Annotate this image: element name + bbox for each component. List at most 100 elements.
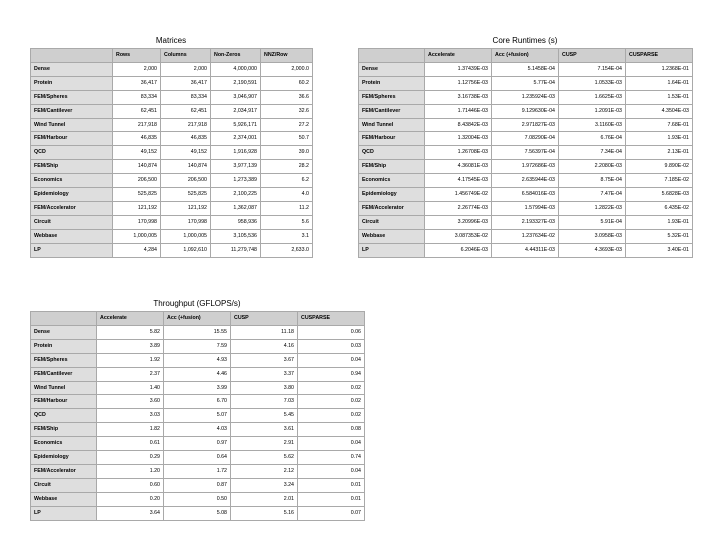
table-cell: 9.890E-02 [625,159,693,175]
table-cell: 6.70 [163,394,231,410]
table-cell: 3,046,907 [210,89,261,105]
table-cell: 2,000 [160,61,211,77]
table-cell: 170,998 [160,214,211,230]
table-cell: 4.0 [260,187,313,202]
table-cell: 62,451 [112,103,161,119]
table-cell: 1.20 [96,463,164,479]
column-header: CUSP [558,48,626,63]
table-row: Circuit 0.60 0.87 3.24 0.01 [30,477,365,493]
row-label: Webbase [30,491,97,507]
table-cell: 32.6 [260,103,313,119]
row-label: QCD [30,408,97,424]
table-cell: 0.64 [163,450,231,465]
table-row: LP 6.2046E-03 4.44311E-03 4.3693E-03 3.40E-0… [358,242,693,258]
table-cell: 0.29 [96,450,164,465]
table-row: Circuit 3.20996E-03 2.193327E-03 5.91E-04 1.… [358,214,693,230]
table-cell: 8.43842E-03 [424,117,492,133]
table-cell: 1.40 [96,380,164,396]
row-label: Protein [30,75,113,91]
table-cell: 206,500 [160,173,211,189]
table-cell: 11.18 [230,324,298,340]
table-cell: 2.193327E-03 [491,214,559,230]
row-label: FEM/Harbour [358,131,425,147]
table-cell: 5.1458E-04 [491,61,559,77]
table-cell: 1.71446E-03 [424,103,492,119]
table-cell: 2,100,225 [210,187,261,202]
table-row: FEM/Accelerator 2.26774E-03 1.57994E-03 1.2… [358,200,693,216]
table-cell: 2.971827E-03 [491,117,559,133]
table-cell: 83,334 [160,89,211,105]
table-cell: 1.12756E-03 [424,75,492,91]
table-cell: 46,835 [112,131,161,147]
table-cell: 3.1 [260,228,313,244]
table-cell: 4.36081E-03 [424,159,492,175]
table-cell: 1,362,087 [210,200,261,216]
table-row: FEM/Harbour 1.32004E-03 7.08290E-04 6.76E-0… [358,131,693,147]
table-cell: 7.56397E-04 [491,145,559,161]
table-cell: 1.2368E-01 [625,61,693,77]
table-cell: 4.3504E-03 [625,103,693,119]
table-cell: 1,092,610 [160,242,211,258]
table-cell: 0.01 [297,477,365,493]
column-header: Accelerate [96,311,164,326]
table-row: FEM/Cantilever 1.71446E-03 9.129630E-04 1.2… [358,103,693,119]
table-cell: 1,916,928 [210,145,261,161]
table-row: Protein 3.89 7.59 4.16 0.03 [30,338,365,354]
table-cell: 39.0 [260,145,313,161]
column-header: Columns [160,48,211,63]
table-cell: 3.67 [230,352,298,368]
table-cell: 3.60 [96,394,164,410]
table-cell: 1.2091E-03 [558,103,626,119]
table-row: FEM/Cantilever 2.37 4.46 3.37 0.94 [30,366,365,382]
table-cell: 217,918 [160,117,211,133]
row-label: Epidemiology [358,187,425,202]
row-label: Wind Tunnel [30,380,97,396]
table-cell: 1.64E-01 [625,75,693,91]
table-cell: 0.06 [297,324,365,340]
table-cell: 5.08 [163,505,231,521]
table-cell: 11,279,748 [210,242,261,258]
table-cell: 2.12 [230,463,298,479]
row-label: Dense [30,61,113,77]
row-label: FEM/Cantilever [30,103,113,119]
table-cell: 1.72 [163,463,231,479]
table-cell: 1.6625E-03 [558,89,626,105]
row-label: LP [30,242,113,258]
table-row: Dense 2,000 2,000 4,000,000 2,000.0 [30,61,313,77]
table-cell: 4.16 [230,338,298,354]
column-header: Accelerate [424,48,492,63]
row-label: FEM/Accelerator [358,200,425,216]
table-cell: 6.2046E-03 [424,242,492,258]
table-cell: 3.99 [163,380,231,396]
row-label: Economics [358,173,425,189]
row-label: Circuit [358,214,425,230]
table-cell: 0.08 [297,422,365,438]
table-header-row: Rows Columns Non-Zeros NNZ/Row [30,48,313,63]
row-label: Protein [30,338,97,354]
table-header-row: Accelerate Acc (+fusion) CUSP CUSPARSE [30,311,365,326]
table-cell: 50.7 [260,131,313,147]
table-cell: 0.02 [297,394,365,410]
row-label: Economics [30,436,97,452]
column-header: Non-Zeros [210,48,261,63]
row-label: FEM/Harbour [30,394,97,410]
table-cell: 3,977,139 [210,159,261,175]
table-row: Webbase 1,000,005 1,000,005 3,105,536 3.1 [30,228,313,244]
table-cell: 46,835 [160,131,211,147]
table-cell: 36.6 [260,89,313,105]
table-cell: 8.75E-04 [558,173,626,189]
table-cell: 0.94 [297,366,365,382]
row-label: Webbase [30,228,113,244]
table-cell: 0.04 [297,436,365,452]
table-row: Circuit 170,998 170,998 958,936 5.6 [30,214,313,230]
table-cell: 5.16 [230,505,298,521]
table-row: Epidemiology 525,825 525,825 2,100,225 4.0 [30,187,313,202]
row-label: Epidemiology [30,450,97,465]
row-label: Circuit [30,477,97,493]
table-row: QCD 1.26708E-03 7.56397E-04 7.34E-04 2.13E-0… [358,145,693,161]
table-cell: 5.82 [96,324,164,340]
row-label: FEM/Harbour [30,131,113,147]
table-row: QCD 3.03 5.07 5.45 0.02 [30,408,365,424]
matrices-table: Rows Columns Non-Zeros NNZ/Row Dense 2,000 2,… [30,48,313,258]
table-cell: 3.40E-01 [625,242,693,258]
